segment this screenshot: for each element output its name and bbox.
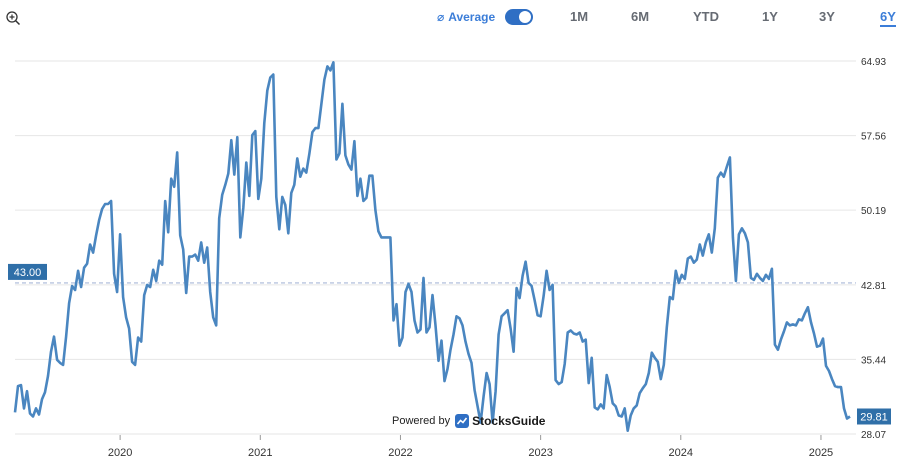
x-tick-label: 2024 xyxy=(669,447,693,459)
y-tick-label: 57.56 xyxy=(861,132,886,143)
average-badge-text: 43.00 xyxy=(14,267,42,279)
range-button-1m[interactable]: 1M xyxy=(570,9,589,24)
y-tick-label: 50.19 xyxy=(861,206,886,217)
average-label: Average xyxy=(448,10,496,24)
last-value-badge: 29.81 xyxy=(857,408,891,425)
switch-knob xyxy=(519,11,532,23)
x-tick-label: 2023 xyxy=(528,447,552,459)
average-switch[interactable] xyxy=(505,9,534,25)
range-button-1y[interactable]: 1Y xyxy=(762,9,778,24)
x-tick-label: 2022 xyxy=(388,447,412,459)
last-value-badge-text: 29.81 xyxy=(860,411,888,423)
y-axis: 64.93 57.56 50.19 42.81 35.44 28.07 xyxy=(861,57,886,441)
y-tick-label: 64.93 xyxy=(861,57,886,68)
range-button-3y[interactable]: 3Y xyxy=(819,9,835,24)
last-value-badge-background xyxy=(857,408,891,425)
average-symbol-icon: ⌀ xyxy=(437,10,445,24)
range-button-6m[interactable]: 6M xyxy=(631,9,650,24)
y-tick-label: 28.07 xyxy=(861,430,886,441)
price-series-line xyxy=(13,61,851,432)
grid-lines xyxy=(15,60,856,435)
y-tick-label: 42.81 xyxy=(861,281,886,292)
range-button-6y[interactable]: 6Y xyxy=(880,9,896,27)
average-badge-background xyxy=(8,263,47,280)
x-tick-label: 2020 xyxy=(108,447,132,459)
zoom-in-icon[interactable] xyxy=(5,10,21,26)
powered-by-branding: Powered by StocksGuide xyxy=(392,413,545,429)
powered-by-text: Powered by xyxy=(392,415,451,427)
brand-name: StocksGuide xyxy=(472,414,546,428)
stocksguide-logo-icon xyxy=(455,414,470,428)
x-axis: 2020 2021 2022 2023 2024 2025 xyxy=(108,435,833,459)
chart-toolbar: ⌀ Average 1M 6M YTD 1Y 3Y 6Y xyxy=(0,0,908,34)
y-tick-label: 35.44 xyxy=(861,355,886,366)
average-toggle[interactable]: ⌀ Average xyxy=(437,7,534,27)
average-value-badge: 43.00 xyxy=(8,263,47,280)
x-tick-label: 2025 xyxy=(809,447,833,459)
range-button-ytd[interactable]: YTD xyxy=(693,9,719,24)
x-tick-label: 2021 xyxy=(248,447,272,459)
